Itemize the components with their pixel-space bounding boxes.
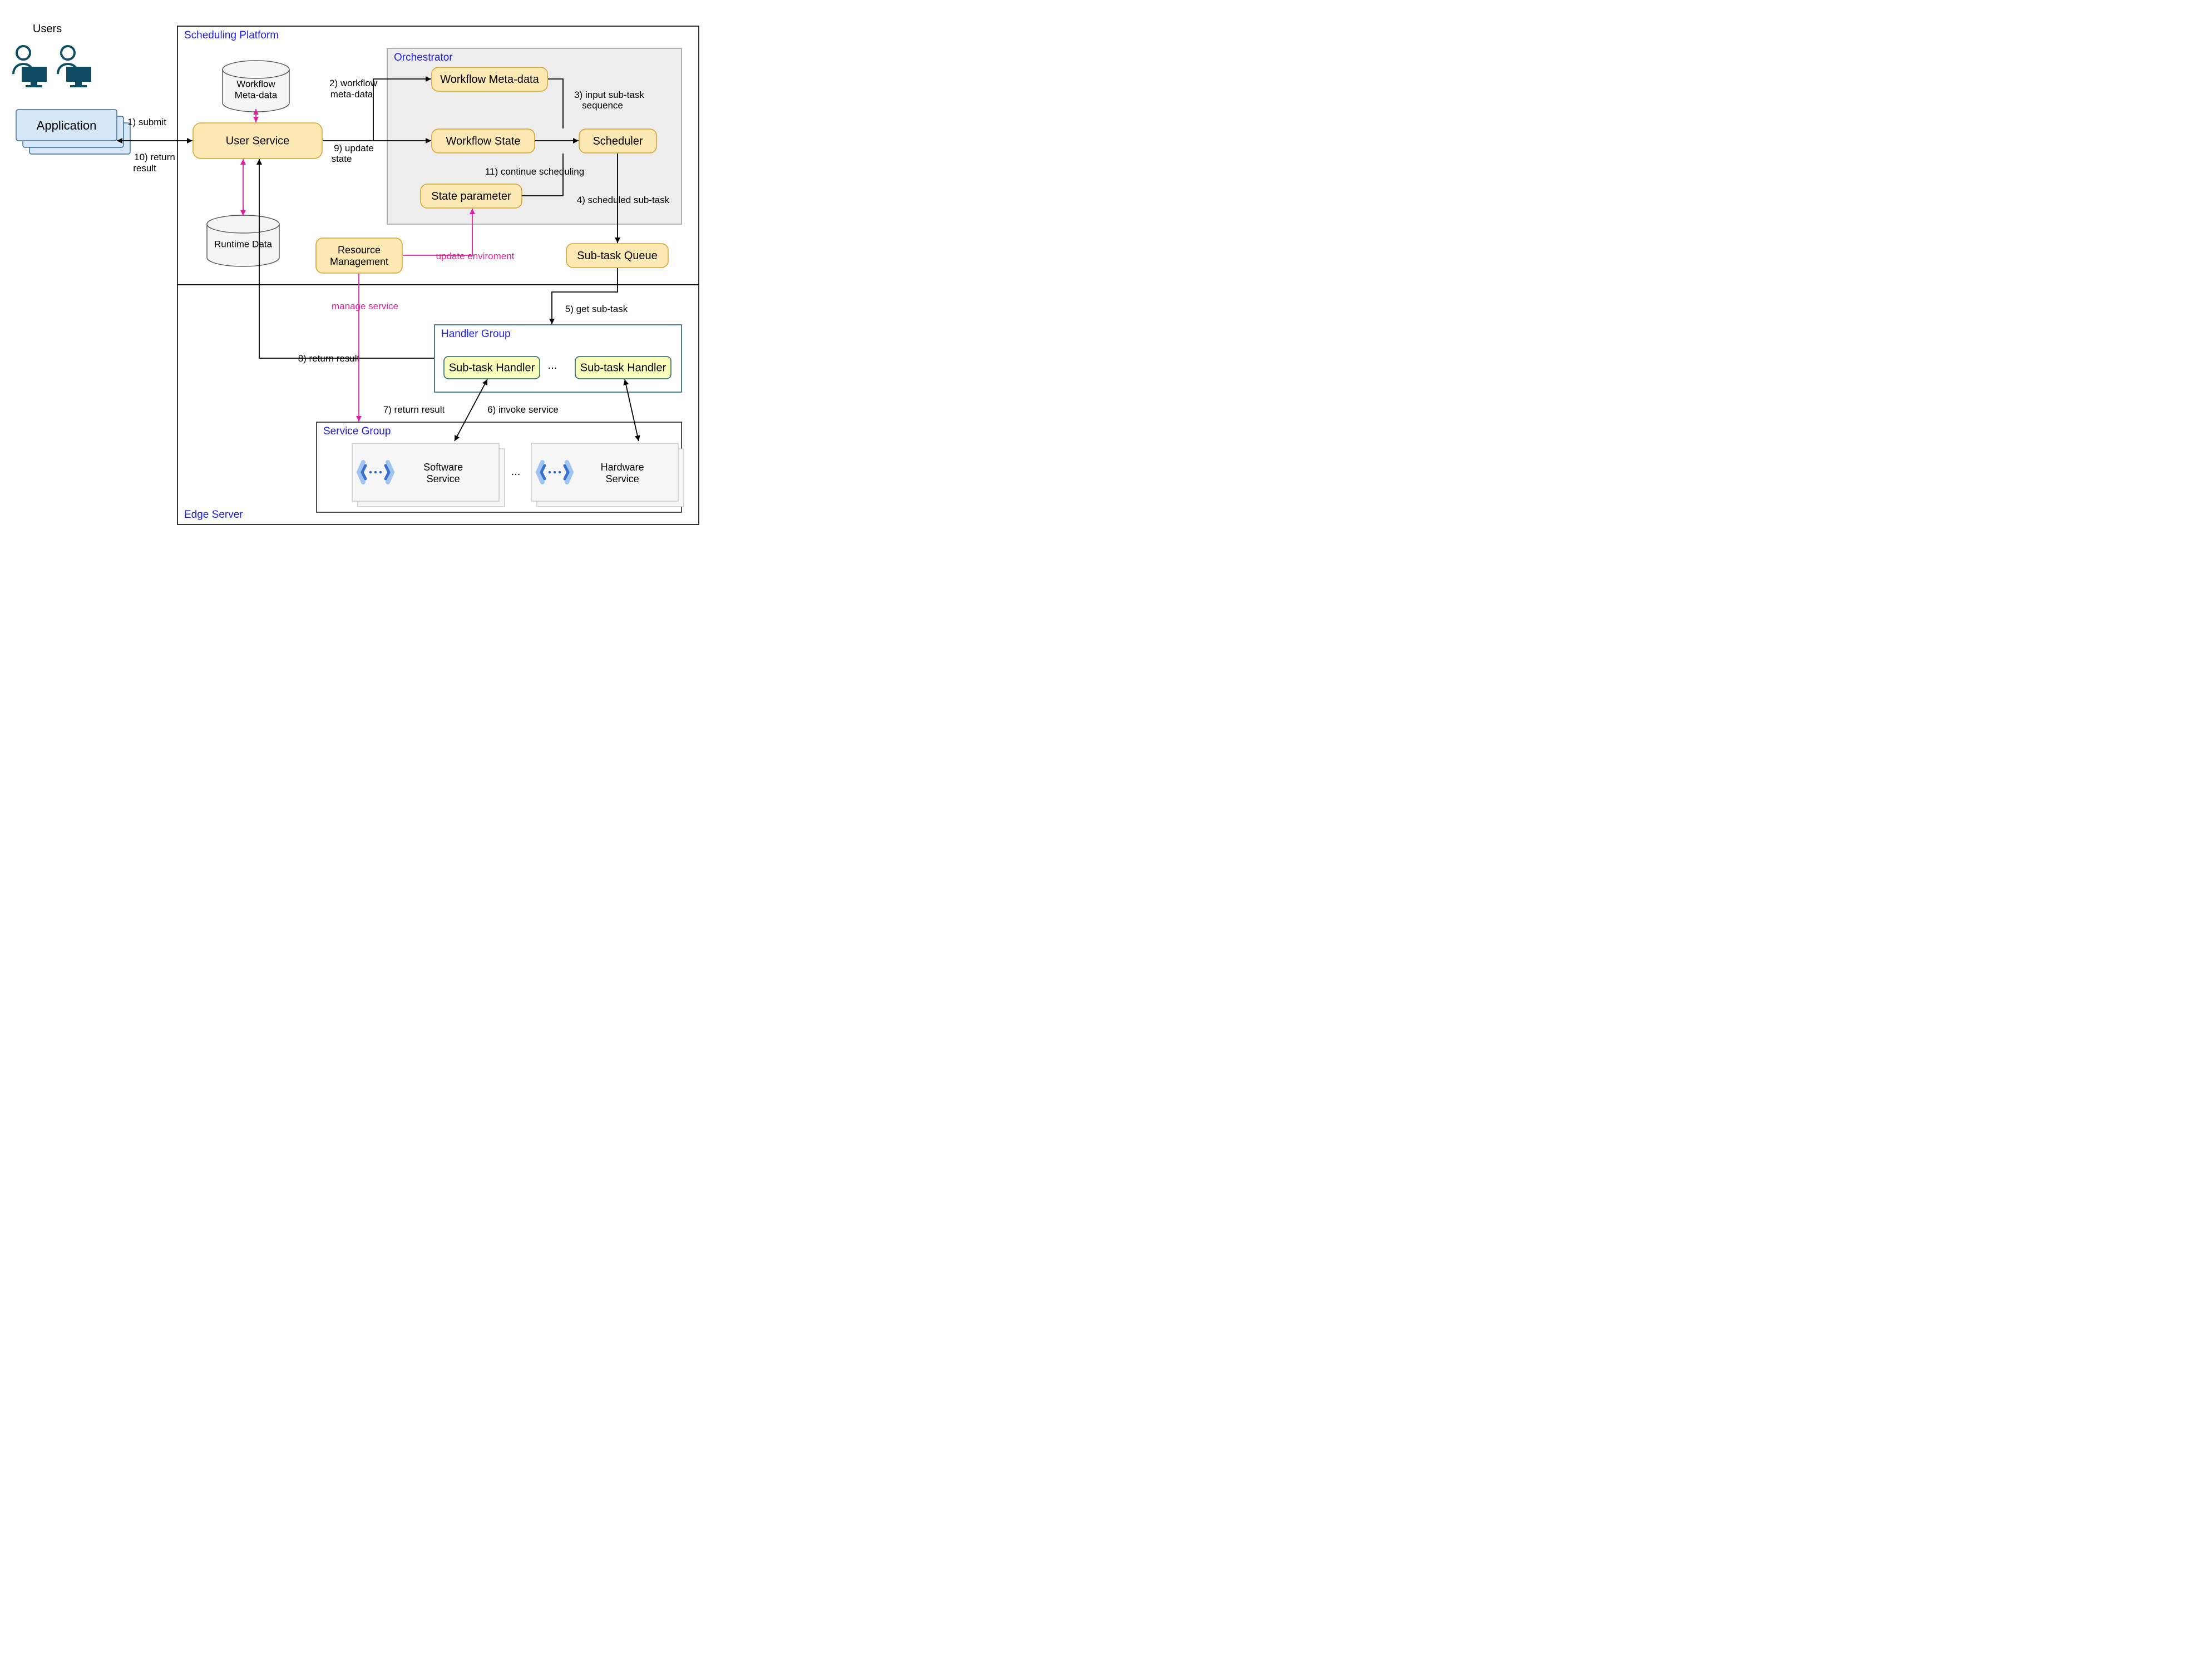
- workflow_meta_db-label1: Workflow: [236, 78, 275, 89]
- state_parameter-label: State parameter: [431, 190, 511, 202]
- edge-e6-label-0: 6) invoke service: [487, 404, 559, 415]
- edge-e4-label-0: 4) scheduled sub-task: [577, 195, 670, 205]
- edge-e1-label-1: 10) return: [134, 152, 175, 162]
- edge-e2_9-label-0: 2) workflow: [329, 78, 378, 88]
- application-stack: Application: [16, 110, 130, 154]
- sub_task_queue-label: Sub-task Queue: [577, 250, 658, 262]
- edge_server-title: Edge Server: [184, 509, 243, 521]
- orchestrator-title: Orchestrator: [394, 52, 453, 63]
- workflow_state-label: Workflow State: [446, 135, 520, 147]
- workflow_meta-node: Workflow Meta-data: [432, 67, 547, 91]
- sub_handler_a-label: Sub-task Handler: [449, 362, 535, 374]
- scheduler-label: Scheduler: [592, 135, 643, 147]
- resource_mgmt_l1-label2: Management: [330, 256, 388, 267]
- workflow_meta_db-label2: Meta-data: [235, 90, 278, 100]
- runtime_data_db-label1: Runtime Data: [214, 239, 272, 249]
- hardware_service-card: HardwareService: [531, 443, 684, 507]
- edge-e8-label-0: 8) return result: [298, 353, 360, 364]
- edge-p_updateenv-label-0: update enviroment: [436, 251, 515, 261]
- scheduling_platform-title: Scheduling Platform: [184, 29, 279, 41]
- edge-p_manage-label-0: manage service: [332, 301, 398, 311]
- resource_mgmt_l1-label1: Resource: [338, 244, 381, 255]
- sub_task_queue-node: Sub-task Queue: [566, 244, 668, 268]
- user_service-label: User Service: [226, 135, 289, 147]
- edge-e7-label-0: 7) return result: [383, 404, 445, 415]
- hardware_service-label2: Service: [606, 473, 639, 484]
- workflow_state-node: Workflow State: [432, 129, 535, 153]
- users-label: Users: [33, 23, 62, 35]
- sub_handler_a-node: Sub-task Handler: [444, 357, 540, 379]
- edge-e2_9-label-2: 9) update: [334, 143, 374, 154]
- scheduler-node: Scheduler: [579, 129, 656, 153]
- edge-e2_9-label-3: state: [332, 154, 352, 164]
- resource_mgmt_l1-node: ResourceManagement: [316, 238, 402, 273]
- handler-group-title: Handler Group: [441, 328, 511, 340]
- software_service-label1: Software: [423, 462, 463, 473]
- state_parameter-node: State parameter: [421, 184, 522, 208]
- workflow_meta-label: Workflow Meta-data: [440, 73, 539, 86]
- hardware_service-label1: Hardware: [601, 462, 644, 473]
- service-group-title: Service Group: [323, 425, 391, 437]
- edge-e1-label-0: 1) submit: [127, 117, 166, 127]
- edge-e5-label-0: 5) get sub-task: [565, 304, 628, 314]
- edge-e11-label-0: 11) continue scheduling: [485, 166, 584, 177]
- software_service-label2: Service: [427, 473, 460, 484]
- user_service-node: User Service: [193, 123, 322, 159]
- software_service-card: SoftwareService: [352, 443, 505, 507]
- sub_handler_b-label: Sub-task Handler: [580, 362, 666, 374]
- edge-e3-label-0: 3) input sub-task: [574, 90, 644, 100]
- workflow_meta_db-cylinder: WorkflowMeta-data: [223, 61, 289, 112]
- edge-e1-label-2: result: [133, 163, 156, 174]
- application-label: Application: [37, 118, 97, 132]
- runtime_data_db-cylinder: Runtime Data: [207, 215, 279, 266]
- sub_handler_b-node: Sub-task Handler: [575, 357, 671, 379]
- handler-dots: ...: [548, 359, 557, 372]
- edge-e2_9-label-1: meta-data: [330, 89, 373, 100]
- service-dots: ...: [511, 466, 521, 478]
- edge-e3-label-1: sequence: [582, 100, 623, 111]
